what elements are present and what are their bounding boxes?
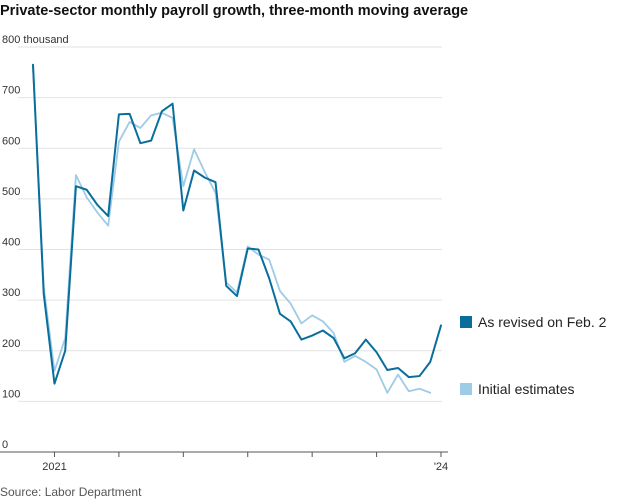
y-tick-label: 100 <box>2 388 20 400</box>
series-lines <box>32 63 442 394</box>
gridlines <box>18 46 442 402</box>
y-tick-label: 600 <box>2 135 20 147</box>
legend-label: As revised on Feb. 2 <box>478 314 607 330</box>
series-line-revised <box>32 63 442 385</box>
x-tick-label: '24 <box>434 461 448 473</box>
x-axis: 2021 '24 <box>0 451 448 473</box>
y-tick-label: 500 <box>2 186 20 198</box>
legend-swatch <box>460 316 472 328</box>
y-tick-label: 0 <box>2 439 8 451</box>
legend: As revised on Feb. 2 Initial estimates <box>460 314 607 397</box>
source-note: Source: Labor Department <box>0 485 142 499</box>
legend-label: Initial estimates <box>478 381 574 397</box>
y-tick-label: 400 <box>2 237 20 249</box>
y-tick-label: 200 <box>2 338 20 350</box>
x-tick-label: 2021 <box>42 461 66 473</box>
series-line-initial <box>32 65 432 394</box>
y-axis-tick-labels: 0 100 200 300 400 500 600 700 800 thousand <box>2 34 69 451</box>
y-tick-label: 300 <box>2 287 20 299</box>
chart-title: Private-sector monthly payroll growth, t… <box>0 3 469 19</box>
y-tick-label: 800 thousand <box>2 34 69 46</box>
legend-swatch <box>460 383 472 395</box>
y-tick-label: 700 <box>2 85 20 97</box>
